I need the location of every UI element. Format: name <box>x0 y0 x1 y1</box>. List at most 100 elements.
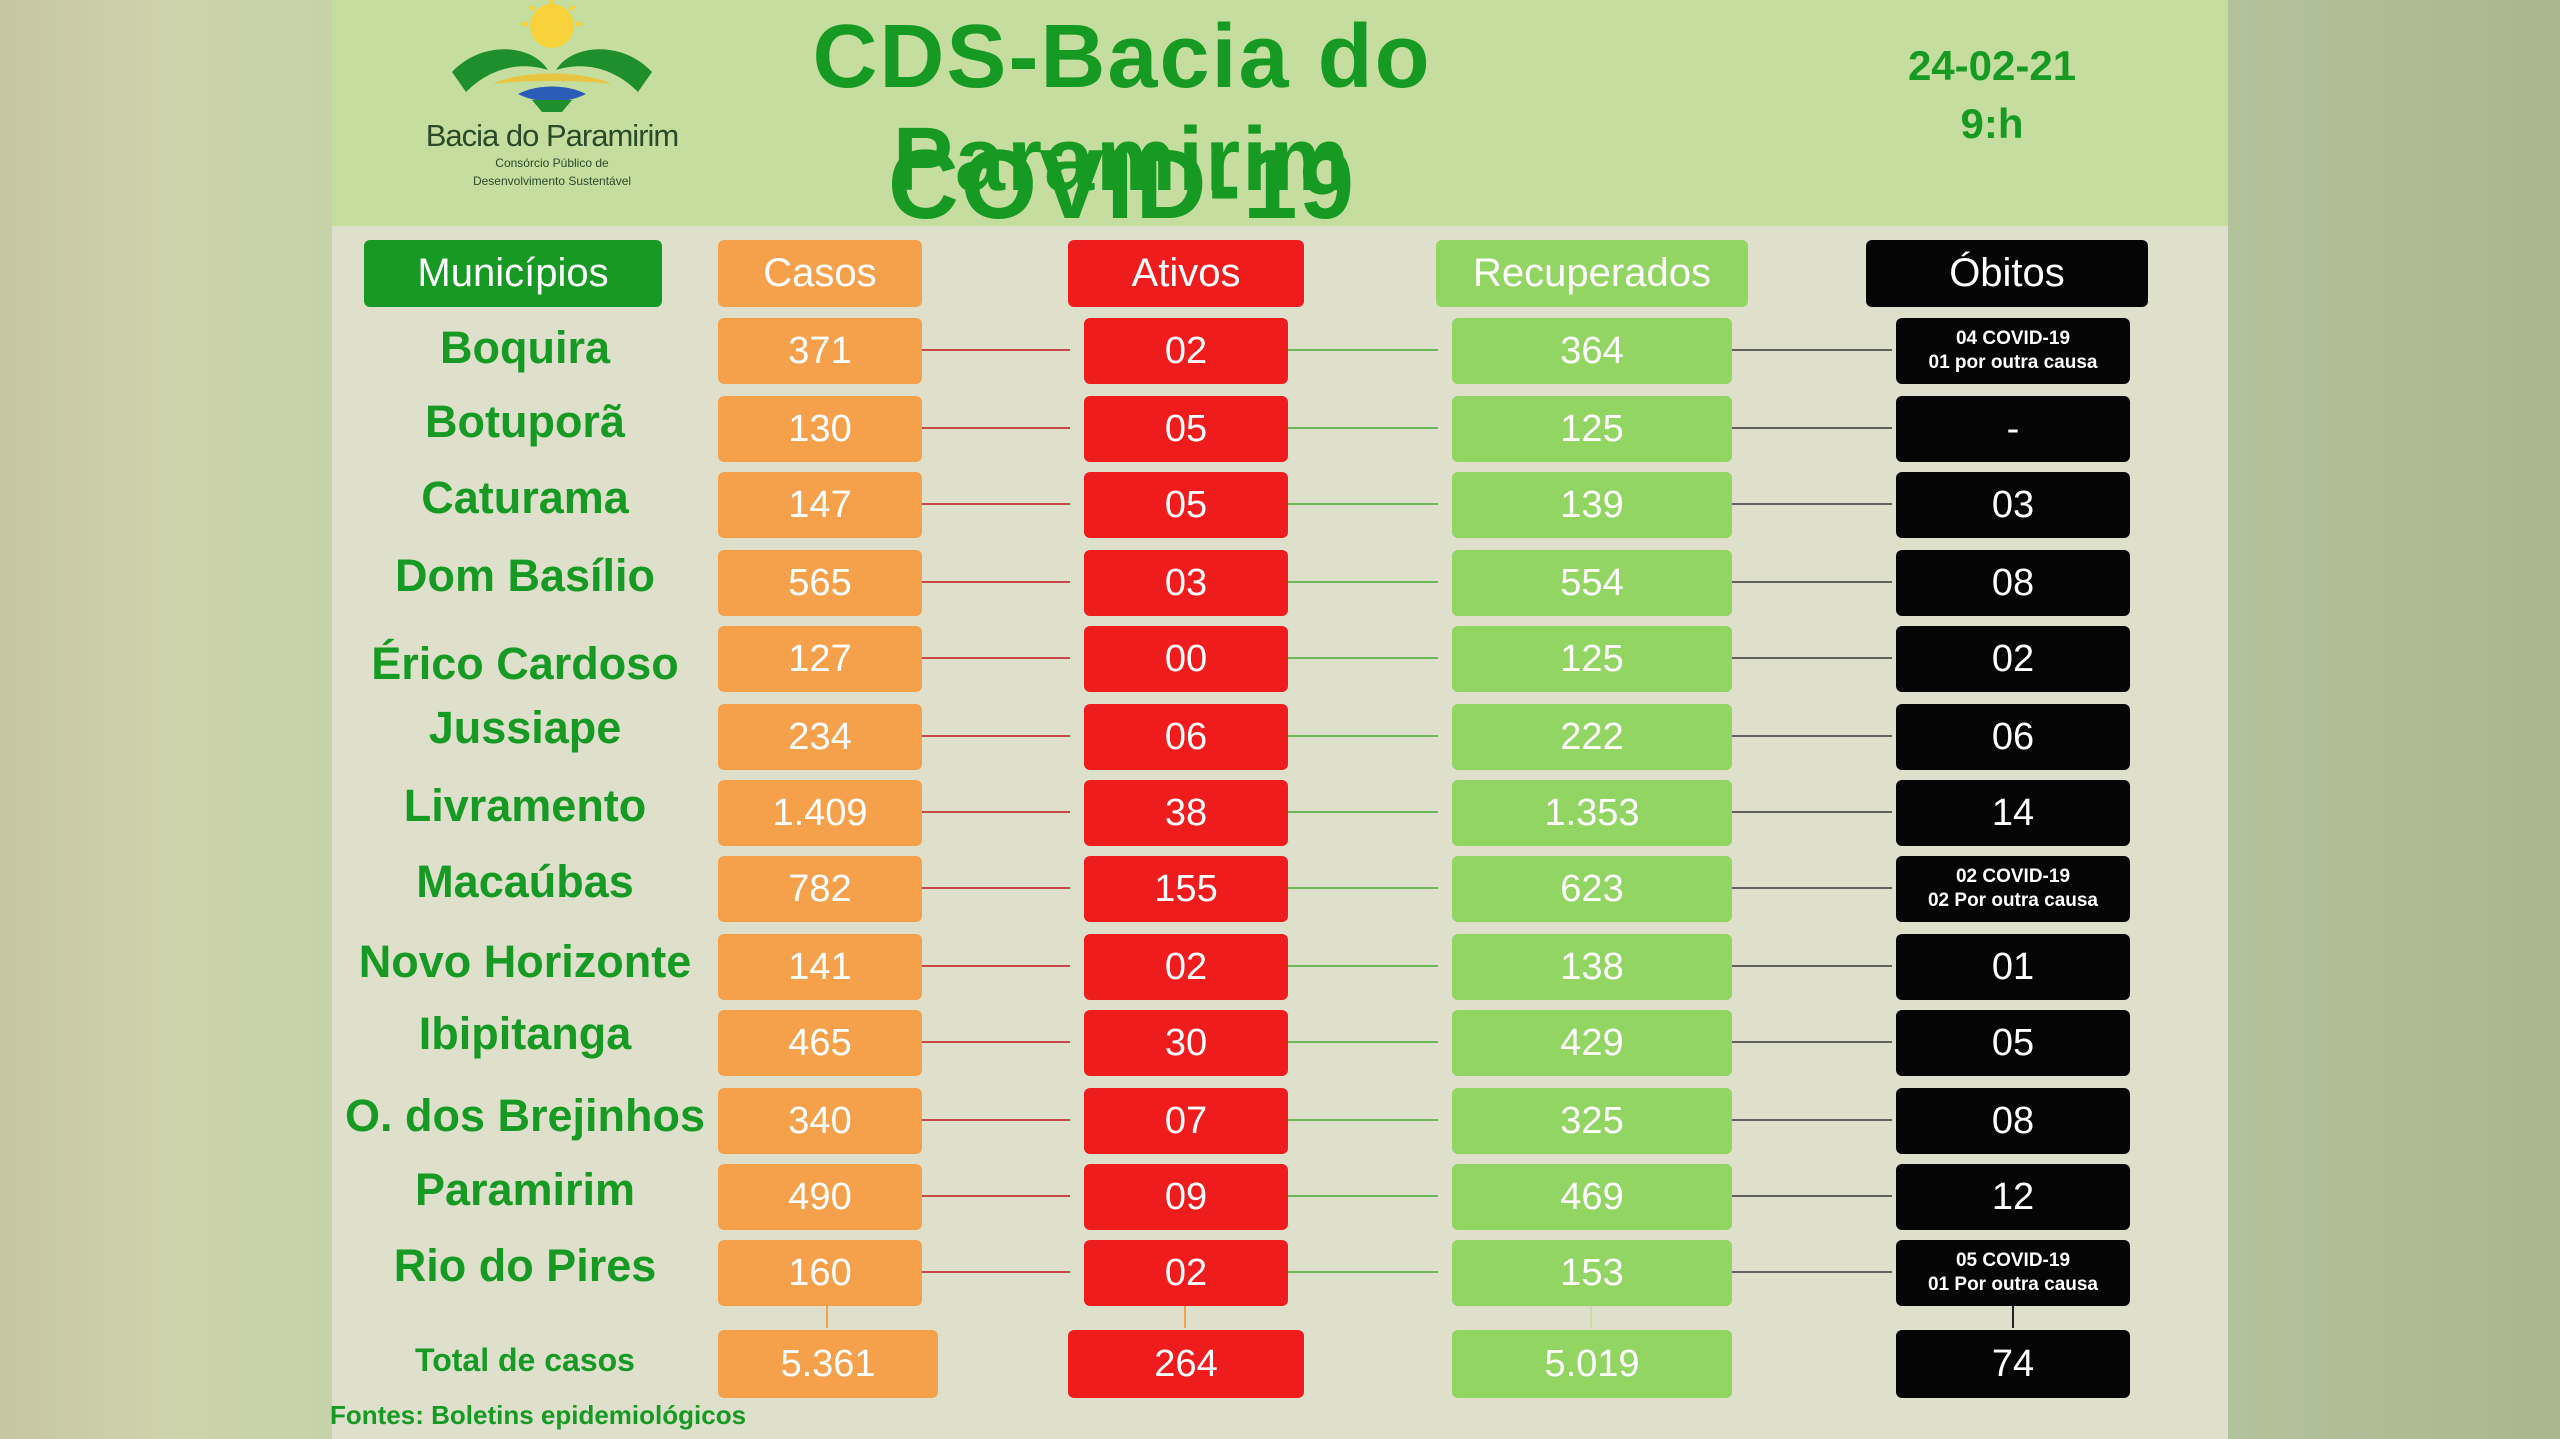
table-row: Boquira 371 02 364 04 COVID-19 01 por outra c… <box>332 314 2228 384</box>
report-time: 9:h <box>1960 100 2024 147</box>
table-row: Botuporã 130 05 125 - <box>332 392 2228 462</box>
obitos-note-other: 01 por outra causa <box>1928 352 2098 373</box>
casos-value: 234 <box>718 704 922 770</box>
table-row: Ibipitanga 465 30 429 05 <box>332 1006 2228 1076</box>
connector-line <box>1288 1041 1438 1043</box>
sources-footnote: Fontes: Boletins epidemiológicos <box>330 1400 747 1430</box>
obitos-value: 01 <box>1896 934 2130 1000</box>
logo-subtitle-line1: Consórcio Público de <box>495 156 609 170</box>
connector-line <box>1730 1195 1892 1197</box>
connector-tick <box>2012 1306 2014 1328</box>
recuperados-value: 139 <box>1452 472 1732 538</box>
connector-line <box>1288 1119 1438 1121</box>
connector-tick <box>826 1306 828 1328</box>
connector-line <box>1288 887 1438 889</box>
ativos-value: 03 <box>1084 550 1288 616</box>
obitos-value: 08 <box>1896 550 2130 616</box>
recuperados-value: 125 <box>1452 396 1732 462</box>
casos-value: 160 <box>718 1240 922 1306</box>
obitos-value: - <box>1896 396 2130 462</box>
connector-line <box>1730 349 1892 351</box>
casos-value: 782 <box>718 856 922 922</box>
casos-value: 490 <box>718 1164 922 1230</box>
table-row: O. dos Brejinhos 340 07 325 08 <box>332 1084 2228 1154</box>
table-row: Novo Horizonte 141 02 138 01 <box>332 930 2228 1000</box>
municipio-name: Livramento <box>403 780 647 831</box>
total-obitos: 74 <box>1896 1330 2130 1398</box>
table-row: Rio do Pires 160 02 153 05 COVID-19 01 Por ou… <box>332 1236 2228 1306</box>
obitos-value: 12 <box>1896 1164 2130 1230</box>
ativos-value: 00 <box>1084 626 1288 692</box>
connector-line <box>1288 503 1438 505</box>
table-row: Livramento 1.409 38 1.353 14 <box>332 776 2228 846</box>
obitos-note-covid: 05 COVID-19 <box>1955 1250 2071 1271</box>
table-row: Paramirim 490 09 469 12 <box>332 1160 2228 1230</box>
obitos-note-covid: 02 COVID-19 <box>1955 866 2071 887</box>
municipio-name: Novo Horizonte <box>358 936 692 987</box>
report-date: 24-02-21 <box>1907 42 2077 89</box>
consortium-logo: Bacia do Paramirim Consórcio Público de … <box>422 0 682 200</box>
municipio-name: Macaúbas <box>416 856 634 907</box>
page-subtitle: COVID-19 <box>887 129 1356 239</box>
recuperados-value: 125 <box>1452 626 1732 692</box>
total-casos: 5.361 <box>718 1330 938 1398</box>
total-ativos: 264 <box>1068 1330 1304 1398</box>
municipio-name: Boquira <box>439 322 610 373</box>
casos-value: 141 <box>718 934 922 1000</box>
connector-line <box>1288 657 1438 659</box>
connector-line <box>1730 1041 1892 1043</box>
municipio-name: Rio do Pires <box>393 1240 657 1291</box>
connector-line <box>920 1195 1070 1197</box>
ativos-value: 155 <box>1084 856 1288 922</box>
connector-line <box>920 503 1070 505</box>
municipio-name: Jussiape <box>428 702 622 753</box>
logo-subtitle-line2: Desenvolvimento Sustentável <box>472 174 632 188</box>
obitos-value: 06 <box>1896 704 2130 770</box>
municipio-name: Ibipitanga <box>418 1008 632 1059</box>
obitos-note-other: 01 Por outra causa <box>1927 1274 2099 1295</box>
connector-line <box>1288 1195 1438 1197</box>
recuperados-value: 1.353 <box>1452 780 1732 846</box>
connector-line <box>1730 581 1892 583</box>
obitos-value: 02 <box>1896 626 2130 692</box>
table-row: Caturama 147 05 139 03 <box>332 468 2228 538</box>
table-row: Dom Basílio 565 03 554 08 <box>332 546 2228 616</box>
connector-line <box>920 1119 1070 1121</box>
column-header-obitos: Óbitos <box>1866 240 2148 307</box>
casos-value: 127 <box>718 626 922 692</box>
totals-row: Total de casos 5.361 264 5.019 74 <box>332 1326 2228 1398</box>
municipio-name: Érico Cardoso <box>371 638 679 689</box>
municipio-name: Paramirim <box>414 1164 636 1215</box>
ativos-value: 09 <box>1084 1164 1288 1230</box>
connector-line <box>920 965 1070 967</box>
recuperados-value: 222 <box>1452 704 1732 770</box>
connector-line <box>920 657 1070 659</box>
recuperados-value: 623 <box>1452 856 1732 922</box>
obitos-value: 05 COVID-19 01 Por outra causa <box>1896 1240 2130 1306</box>
obitos-note-other: 02 Por outra causa <box>1927 890 2099 911</box>
ativos-value: 05 <box>1084 472 1288 538</box>
obitos-value: 08 <box>1896 1088 2130 1154</box>
connector-line <box>1730 811 1892 813</box>
connector-line <box>1730 503 1892 505</box>
header: Bacia do Paramirim Consórcio Público de … <box>332 0 2228 239</box>
obitos-value: 04 COVID-19 01 por outra causa <box>1896 318 2130 384</box>
logo-name: Bacia do Paramirim <box>425 118 679 153</box>
connector-line <box>920 427 1070 429</box>
ativos-value: 02 <box>1084 1240 1288 1306</box>
recuperados-value: 325 <box>1452 1088 1732 1154</box>
infographic-panel: Bacia do Paramirim Consórcio Público de … <box>330 0 2228 1439</box>
table-row: Jussiape 234 06 222 06 <box>332 700 2228 770</box>
recuperados-value: 364 <box>1452 318 1732 384</box>
background-right <box>2228 0 2560 1439</box>
connector-line <box>1730 657 1892 659</box>
casos-value: 340 <box>718 1088 922 1154</box>
page-title: CDS-Bacia do Paramirim <box>812 7 1432 210</box>
obitos-value: 14 <box>1896 780 2130 846</box>
connector-line <box>1730 427 1892 429</box>
connector-line <box>1288 427 1438 429</box>
connector-line <box>920 735 1070 737</box>
connector-line <box>920 811 1070 813</box>
ativos-value: 05 <box>1084 396 1288 462</box>
column-header-casos: Casos <box>718 240 922 307</box>
